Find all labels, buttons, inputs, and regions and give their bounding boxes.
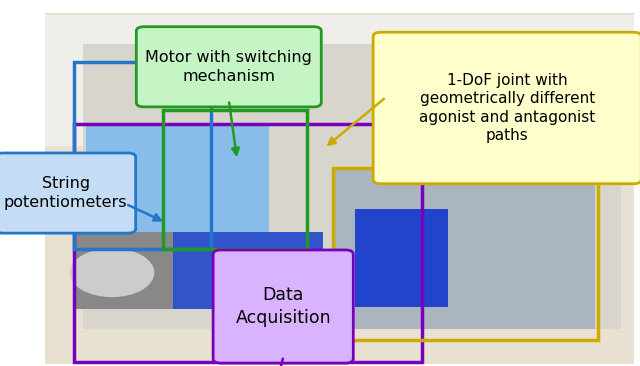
- Text: String
potentiometers: String potentiometers: [4, 176, 127, 210]
- FancyBboxPatch shape: [355, 209, 448, 307]
- FancyBboxPatch shape: [45, 15, 634, 146]
- Bar: [74, 62, 211, 249]
- FancyBboxPatch shape: [213, 250, 353, 363]
- FancyBboxPatch shape: [173, 232, 323, 309]
- Bar: [74, 124, 422, 362]
- Bar: [333, 168, 598, 340]
- FancyBboxPatch shape: [136, 27, 321, 107]
- FancyBboxPatch shape: [0, 153, 136, 233]
- FancyBboxPatch shape: [74, 232, 205, 309]
- Bar: [163, 110, 307, 249]
- Text: 1-DoF joint with
geometrically different
agonist and antagonist
paths: 1-DoF joint with geometrically different…: [419, 72, 595, 143]
- Text: Motor with switching
mechanism: Motor with switching mechanism: [145, 50, 312, 83]
- FancyBboxPatch shape: [373, 32, 640, 184]
- Text: Data
Acquisition: Data Acquisition: [236, 287, 331, 326]
- FancyBboxPatch shape: [74, 234, 317, 271]
- Circle shape: [70, 249, 154, 296]
- FancyBboxPatch shape: [83, 44, 621, 329]
- FancyBboxPatch shape: [333, 168, 595, 329]
- FancyBboxPatch shape: [86, 124, 269, 232]
- FancyBboxPatch shape: [45, 13, 634, 364]
